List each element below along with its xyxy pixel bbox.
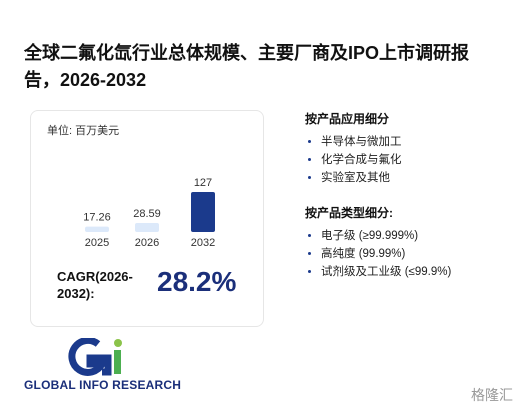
application-block: 按产品应用细分 半导体与微加工化学合成与氟化实验室及其他: [305, 110, 402, 187]
bar: [135, 222, 159, 232]
chart-card: [30, 110, 264, 327]
segment-item: 高纯度 (99.99%): [321, 245, 451, 263]
segment-item: 电子级 (≥99.999%): [321, 227, 451, 245]
segment-item: 实验室及其他: [321, 169, 402, 187]
segment-item: 试剂级及工业级 (≤99.9%): [321, 263, 451, 281]
bar: [191, 192, 215, 232]
cagr-value: 28.2%: [157, 266, 237, 297]
x-tick-label: 2032: [191, 237, 215, 249]
segment-list: 电子级 (≥99.999%)高纯度 (99.99%)试剂级及工业级 (≤99.9…: [305, 227, 451, 281]
cagr-label: CAGR(2026-2032):: [57, 269, 133, 301]
bar: [85, 226, 109, 232]
value-label: 17.26: [83, 212, 111, 224]
source-mark: 格隆汇: [471, 387, 513, 403]
segment-list: 半导体与微加工化学合成与氟化实验室及其他: [305, 133, 402, 187]
unit-label: 单位: 百万美元: [47, 125, 120, 137]
type-block: 按产品类型细分: 电子级 (≥99.999%)高纯度 (99.99%)试剂级及工…: [305, 204, 451, 281]
value-label: 127: [194, 177, 212, 189]
logo-text: GLOBAL INFO RESEARCH: [24, 378, 182, 392]
segment-item: 半导体与微加工: [321, 133, 402, 151]
logo-icon: [68, 338, 122, 376]
x-tick-label: 2026: [135, 237, 159, 249]
chart: 17.26 2025 28.59 2026 127 2032: [83, 177, 215, 249]
segment-title: 按产品类型细分:: [305, 206, 393, 220]
x-tick-label: 2025: [85, 237, 109, 249]
value-label: 28.59: [133, 208, 161, 220]
segment-title: 按产品应用细分: [305, 112, 390, 126]
segment-item: 化学合成与氟化: [321, 151, 402, 169]
report-title: 全球二氟化氙行业总体规模、主要厂商及IPO上市调研报告，2026-2032: [24, 43, 470, 90]
